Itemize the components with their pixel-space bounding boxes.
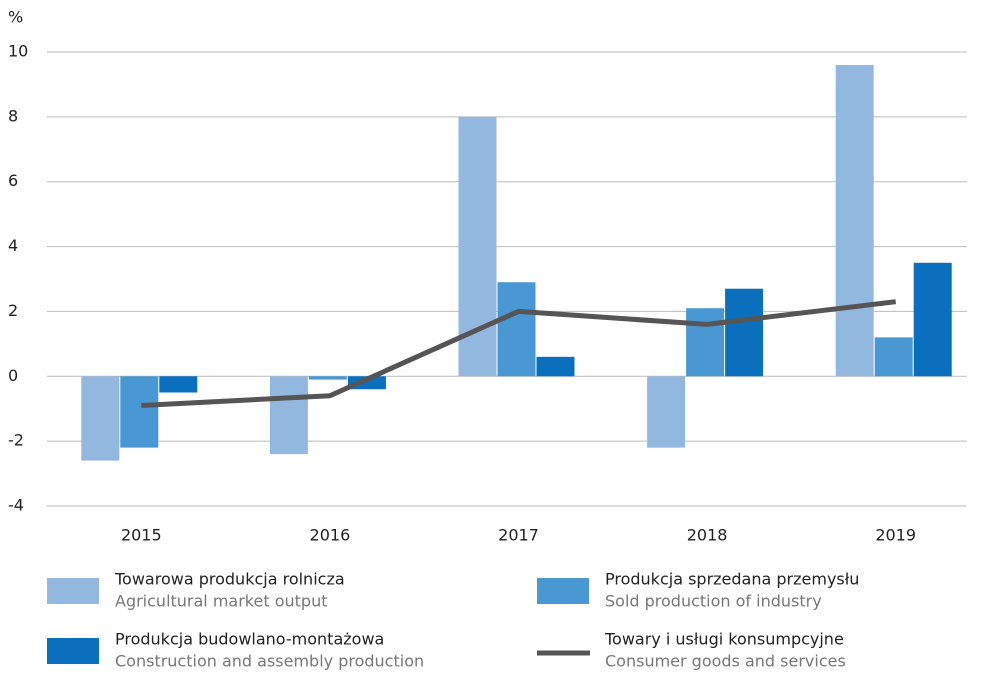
legend-label-en: Sold production of industry [605, 592, 822, 611]
x-tick-label: 2015 [121, 526, 162, 545]
legend-label-en: Consumer goods and services [605, 652, 846, 671]
bar [686, 308, 725, 377]
y-tick-label: 0 [8, 366, 18, 385]
legend-label: Towarowa produkcja rolnicza [114, 570, 345, 589]
legend-label: Produkcja budowlano-montażowa [115, 630, 384, 649]
x-tick-label: 2016 [310, 526, 351, 545]
bar [497, 282, 536, 377]
x-tick-label: 2017 [498, 526, 539, 545]
y-tick-label: 10 [8, 42, 28, 61]
bar [536, 356, 575, 377]
legend-label: Towary i usługi konsumpcyjne [604, 630, 844, 649]
bar [874, 337, 913, 377]
bar [913, 262, 952, 377]
y-axis-label: % [8, 8, 23, 27]
bar [81, 376, 120, 461]
legend-label-en: Construction and assembly production [115, 652, 424, 671]
line [141, 299, 896, 408]
y-tick-label: 2 [8, 301, 18, 320]
x-tick-label: 2019 [875, 526, 916, 545]
bar [308, 376, 347, 380]
legend-swatch [537, 578, 589, 604]
legend-label: Produkcja sprzedana przemysłu [605, 570, 859, 589]
x-tick-label: 2018 [687, 526, 728, 545]
legend-swatch [47, 578, 99, 604]
bar [159, 376, 198, 393]
y-tick-label: 6 [8, 171, 18, 190]
legend-swatch [47, 638, 99, 664]
bar [269, 376, 308, 455]
bar [120, 376, 159, 448]
bar [835, 64, 874, 377]
legend-label-en: Agricultural market output [115, 592, 327, 611]
bar [647, 376, 686, 448]
y-tick-label: 4 [8, 236, 18, 255]
bar [725, 288, 764, 377]
y-tick-label: -4 [8, 496, 24, 515]
y-tick-label: -2 [8, 431, 24, 450]
y-tick-label: 8 [8, 106, 18, 125]
